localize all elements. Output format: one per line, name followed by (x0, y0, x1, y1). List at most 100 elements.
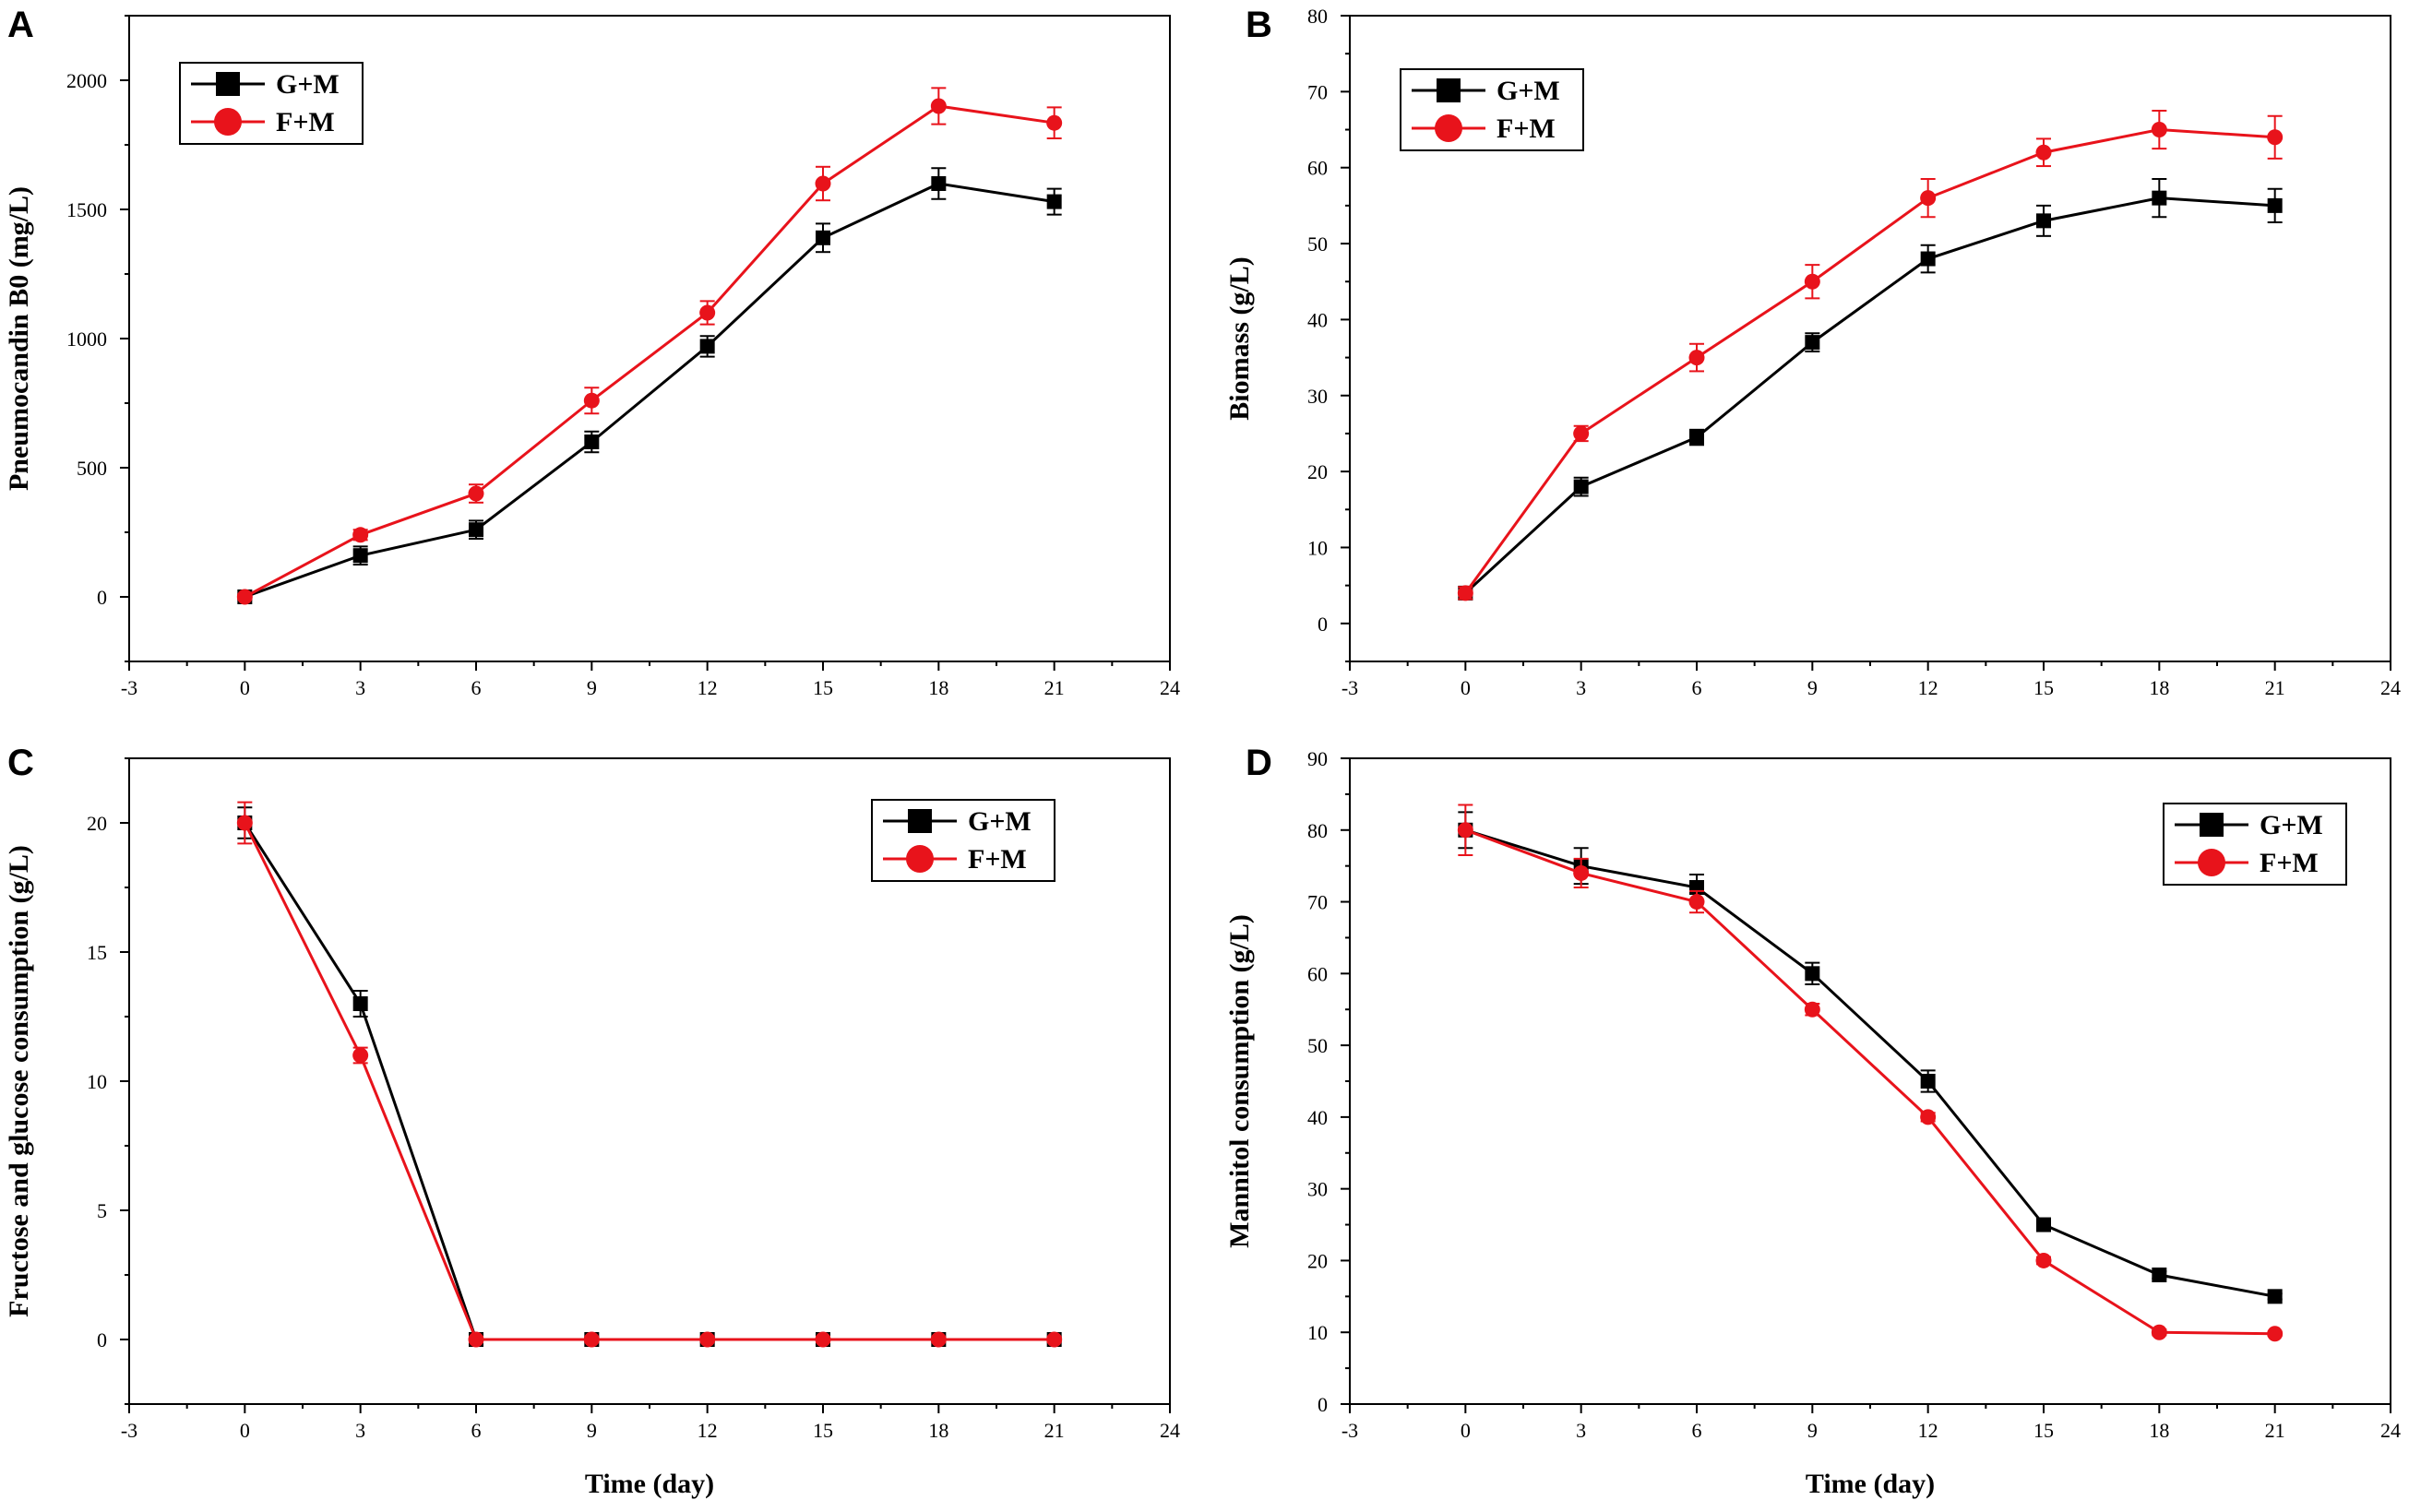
y-tick-label: 15 (87, 941, 107, 964)
data-point (2036, 213, 2051, 229)
series-g-plus-m (237, 167, 1062, 604)
data-point (2151, 122, 2167, 138)
legend-marker-circle (1435, 114, 1462, 142)
data-point (1804, 273, 1820, 290)
data-point (583, 1331, 600, 1348)
y-tick-label: 80 (1307, 819, 1328, 842)
y-tick-label: 20 (87, 812, 107, 835)
series-f-plus-m (1457, 109, 2284, 601)
data-point (236, 589, 253, 605)
x-tick-label: 3 (355, 676, 365, 699)
x-tick-label: 0 (1461, 676, 1471, 699)
data-point (699, 304, 716, 321)
y-tick-label: 50 (1307, 232, 1328, 256)
series-line (1464, 196, 2275, 594)
data-point (1688, 894, 1705, 911)
y-tick-label: 5 (97, 1199, 107, 1222)
data-point (2267, 1326, 2284, 1342)
y-tick-label: 60 (1307, 157, 1328, 180)
legend-marker-square (1437, 78, 1461, 102)
data-point (1573, 864, 1590, 881)
x-tick-label: 3 (355, 1419, 365, 1442)
x-tick-label: 18 (928, 676, 948, 699)
y-tick-label: 70 (1307, 891, 1328, 914)
y-tick-label: 30 (1307, 385, 1328, 408)
data-point (468, 1331, 484, 1348)
data-point (1920, 1074, 1936, 1089)
data-point (815, 1331, 831, 1348)
data-point (931, 176, 947, 191)
legend-label: G+M (276, 69, 340, 100)
y-axis-title: Biomass (g/L) (1224, 256, 1255, 421)
x-tick-label: 18 (2149, 676, 2169, 699)
legend-label: G+M (1497, 76, 1560, 106)
x-tick-label: 0 (240, 1419, 250, 1442)
panel-letter: D (1246, 743, 1272, 783)
data-point (816, 230, 830, 245)
x-tick-label: 9 (587, 676, 597, 699)
data-point (1688, 350, 1705, 366)
y-tick-label: 0 (97, 586, 107, 609)
data-point (2036, 1217, 2051, 1232)
data-point (1457, 822, 1473, 839)
y-tick-label: 0 (97, 1328, 107, 1351)
x-tick-label: 21 (2265, 1419, 2285, 1442)
series-f-plus-m (1457, 804, 2284, 1342)
x-tick-label: 21 (1044, 1419, 1065, 1442)
data-point (352, 1047, 369, 1064)
x-tick-label: -3 (121, 676, 137, 699)
y-tick-label: 1500 (66, 198, 107, 221)
data-point (1920, 251, 1936, 267)
y-tick-label: 50 (1307, 1034, 1328, 1057)
legend-marker-square (216, 72, 240, 96)
y-tick-label: 20 (1307, 460, 1328, 483)
legend-label: G+M (968, 806, 1032, 837)
x-tick-label: 12 (698, 676, 718, 699)
chart-panel-b: -3 0 3 6 9 12 15 18 21 24 0 10 20 30 40 50 60 70 80 Biomass… (1224, 5, 2401, 699)
x-tick-label: 15 (813, 1419, 833, 1442)
data-point (352, 996, 368, 1011)
y-tick-label: 60 (1307, 962, 1328, 985)
legend: G+M F+M (2163, 803, 2347, 886)
y-tick-label: 10 (1307, 1321, 1328, 1344)
data-point (699, 1331, 716, 1348)
legend-label: F+M (2260, 848, 2319, 878)
x-tick-label: -3 (121, 1419, 137, 1442)
x-tick-label: 9 (1807, 676, 1818, 699)
x-tick-label: 9 (587, 1419, 597, 1442)
y-axis-title: Pneumocandin B0 (mg/L) (4, 186, 34, 491)
x-tick-label: -3 (1342, 676, 1358, 699)
legend-box (1400, 68, 1584, 151)
data-point (2035, 1252, 2052, 1268)
legend-label: F+M (276, 107, 335, 137)
y-tick-label: 90 (1307, 747, 1328, 770)
y-tick-label: 0 (1318, 613, 1328, 636)
series-line (1464, 828, 2275, 1298)
legend-marker-circle (214, 108, 242, 136)
data-point (1046, 114, 1063, 131)
x-tick-label: 9 (1807, 1419, 1818, 1442)
x-tick-label: 6 (471, 1419, 482, 1442)
series-g-plus-m (237, 806, 1062, 1347)
y-tick-label: 0 (1318, 1393, 1328, 1416)
series-f-plus-m (236, 87, 1063, 605)
data-point (1920, 190, 1937, 207)
y-tick-label: 40 (1307, 1106, 1328, 1129)
data-point (1920, 1109, 1937, 1125)
data-point (1573, 425, 1590, 442)
data-point (1689, 430, 1704, 446)
data-point (2267, 129, 2284, 146)
data-point (584, 435, 600, 449)
x-tick-label: 24 (2380, 1419, 2401, 1442)
data-point (699, 339, 715, 354)
data-point (1805, 335, 1820, 351)
y-tick-label: 80 (1307, 5, 1328, 28)
panel-letter: C (7, 743, 34, 783)
series-line (243, 822, 1055, 1341)
series-line (244, 822, 1055, 1341)
y-tick-label: 20 (1307, 1249, 1328, 1272)
legend-marker-circle (2198, 849, 2225, 876)
x-tick-label: 3 (1576, 1419, 1586, 1442)
y-tick-label: 40 (1307, 308, 1328, 331)
